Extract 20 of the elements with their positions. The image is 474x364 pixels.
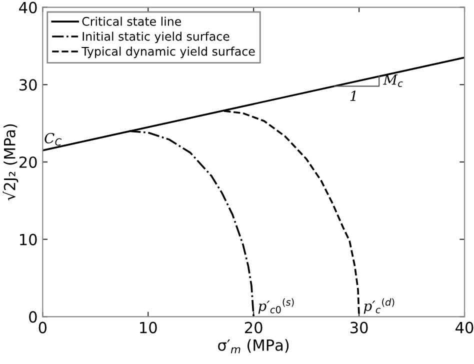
x-tick-label: 30	[350, 322, 368, 334]
y-tick-label: 0	[29, 311, 37, 323]
y-axis-title: √2J₂ (MPa)	[2, 124, 18, 200]
x-tick-label: 40	[456, 322, 474, 334]
legend-label: Typical dynamic yield surface	[82, 46, 255, 58]
y-tick-label: 40	[19, 2, 37, 14]
y-tick-label: 10	[20, 234, 37, 246]
x-tick-label: 10	[140, 322, 157, 334]
annotation: p′$_{c0}$$^{(s)}$	[258, 298, 294, 314]
annotation: 1	[350, 90, 356, 101]
y-tick-label: 20	[19, 156, 37, 168]
legend-label: Initial static yield surface	[82, 32, 230, 44]
annotation: C$_{C}$	[44, 132, 62, 146]
legend-label: Critical state line	[82, 16, 181, 26]
x-tick-label: 0	[38, 322, 47, 334]
y-tick-label: 30	[20, 79, 37, 91]
annotation: M$_{c}$	[383, 74, 403, 87]
x-axis-title: σ′$_{m}$ (MPa)	[218, 339, 289, 354]
x-tick-label: 20	[244, 322, 262, 334]
annotation: p′$_{c}$$^{(d)}$	[364, 298, 394, 314]
